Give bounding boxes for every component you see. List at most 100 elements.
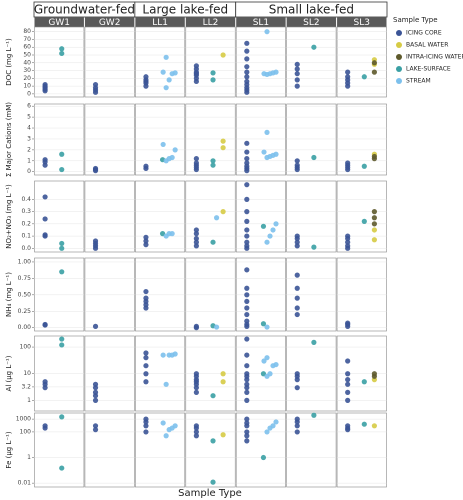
point (294, 162, 300, 168)
legend-marker (396, 54, 402, 60)
group-title: Groundwater-fed (34, 3, 135, 17)
strip (185, 17, 236, 27)
point (42, 423, 48, 429)
panel (235, 257, 286, 332)
point (267, 233, 273, 239)
y-axis-title: NO₂+NO₃ (mg L⁻¹) (5, 184, 13, 249)
panel (286, 103, 337, 176)
group-title: Small lake-fed (269, 3, 354, 17)
point (59, 336, 65, 342)
point (244, 74, 250, 80)
point (244, 40, 250, 46)
point (193, 429, 199, 435)
point (163, 54, 169, 60)
point (163, 381, 169, 387)
point (193, 243, 199, 249)
point (193, 423, 199, 429)
point (92, 323, 99, 329)
point (371, 227, 377, 233)
point (244, 160, 250, 166)
point (270, 227, 276, 233)
point (294, 295, 300, 301)
y-tick-label: 0.01 (18, 480, 32, 487)
point (267, 371, 273, 377)
point (160, 352, 166, 358)
point (244, 267, 250, 273)
point (273, 361, 279, 368)
point (260, 223, 267, 229)
point (213, 324, 220, 330)
point (143, 416, 149, 422)
point (59, 151, 65, 157)
point (220, 432, 226, 438)
strip-label: LL1 (152, 18, 168, 28)
point (244, 433, 250, 439)
legend-label: INTRA-ICING WATER (406, 54, 463, 61)
panel (286, 180, 337, 253)
point (172, 351, 178, 357)
panel (84, 412, 135, 488)
y-tick-label: 1 (27, 454, 31, 461)
y-tick-label: 100 (20, 428, 32, 435)
point (220, 145, 226, 151)
point (294, 285, 300, 291)
strip (34, 17, 84, 27)
point (59, 269, 65, 275)
y-tick-label: 0.1 (21, 233, 31, 240)
point (244, 140, 250, 146)
y-tick-label: 10 (23, 370, 31, 377)
point (244, 397, 250, 403)
point (294, 305, 300, 311)
point (160, 69, 166, 75)
point (59, 342, 65, 348)
y-tick-label: 2 (27, 146, 31, 153)
y-tick-label: 3 (27, 135, 31, 142)
panel (34, 257, 85, 332)
point (143, 429, 149, 435)
point (193, 227, 199, 233)
point (244, 429, 250, 435)
point (244, 69, 250, 75)
point (371, 215, 377, 221)
point (244, 420, 250, 426)
point (244, 64, 250, 70)
point (264, 429, 270, 435)
point (294, 416, 300, 422)
y-tick-label: 3.2 (21, 383, 31, 390)
point (294, 66, 300, 72)
point (361, 218, 367, 224)
point (160, 141, 166, 148)
panel (135, 257, 186, 332)
point (92, 397, 99, 403)
point (143, 379, 149, 385)
point (143, 238, 149, 244)
point (42, 194, 48, 200)
point (172, 70, 178, 76)
panel (135, 103, 186, 176)
point (345, 243, 351, 249)
point (244, 227, 250, 233)
y-tick-label: 0.50 (18, 291, 32, 298)
point (261, 149, 267, 155)
panel (235, 26, 286, 98)
point (244, 416, 250, 422)
point (59, 46, 65, 52)
point (244, 56, 250, 62)
panel (286, 26, 337, 98)
point (311, 44, 317, 50)
point (345, 320, 351, 326)
point (169, 154, 175, 161)
panel (135, 412, 186, 488)
strip-label: LL2 (203, 18, 219, 28)
point (59, 50, 65, 57)
strip (236, 17, 286, 27)
point (143, 234, 149, 240)
point (92, 427, 99, 433)
point (244, 78, 250, 85)
legend-title: Sample Type (393, 16, 438, 24)
point (166, 77, 172, 83)
point (244, 311, 250, 318)
point (345, 69, 351, 75)
point (193, 231, 199, 237)
x-axis-title: Sample Type (178, 488, 242, 499)
